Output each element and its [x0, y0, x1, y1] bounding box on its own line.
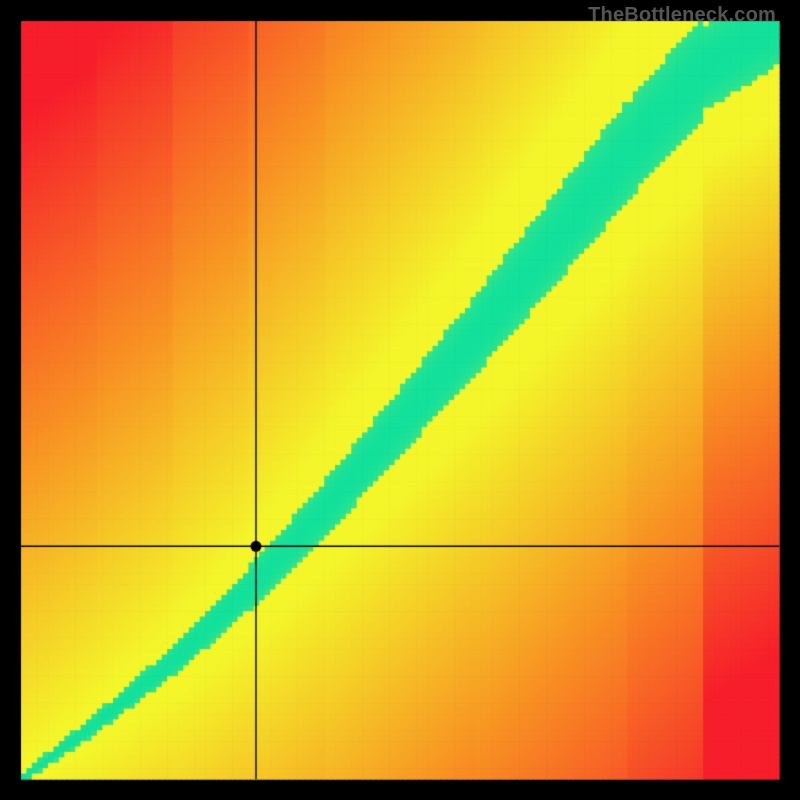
chart-container: TheBottleneck.com [0, 0, 800, 800]
bottleneck-heatmap [0, 0, 800, 800]
watermark-text: TheBottleneck.com [588, 4, 776, 27]
